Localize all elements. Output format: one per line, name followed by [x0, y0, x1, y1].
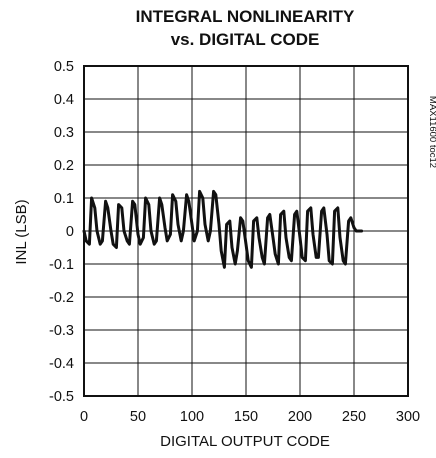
x-tick-label: 150	[234, 409, 258, 425]
y-tick-label: -0.3	[49, 323, 74, 339]
y-tick-label: -0.2	[49, 290, 74, 306]
x-tick-label: 250	[342, 409, 366, 425]
x-tick-label: 50	[130, 409, 146, 425]
series-group	[82, 189, 364, 269]
plot-frame	[83, 65, 409, 397]
x-axis-label: DIGITAL OUTPUT CODE	[160, 433, 330, 450]
x-tick-label: 300	[396, 409, 420, 425]
x-tick-label: 100	[180, 409, 204, 425]
y-tick-label: 0.3	[54, 125, 74, 141]
y-tick-label: -0.1	[49, 257, 74, 273]
y-tick-labels: 0.5 0.4 0.3 0.2 0.1 0 -0.1 -0.2 -0.3 -0.4 -0.5	[49, 59, 74, 405]
chart-title-line-1: INTEGRAL NONLINEARITY	[136, 7, 355, 26]
y-tick-label: 0.4	[54, 92, 74, 108]
y-tick-label: 0.1	[54, 191, 74, 207]
y-tick-label: -0.5	[49, 389, 74, 405]
y-axis-label: INL (LSB)	[13, 199, 30, 264]
x-tick-label: 200	[288, 409, 312, 425]
chart-title-line-2: vs. DIGITAL CODE	[171, 30, 320, 49]
y-tick-label: -0.4	[49, 356, 74, 372]
x-tick-labels: 0 50 100 150 200 250 300	[80, 409, 420, 425]
inl-series-line-0	[82, 189, 364, 269]
y-tick-label: 0.5	[54, 59, 74, 75]
figure-id-note: MAX11600 toc12	[427, 96, 436, 168]
x-tick-label: 0	[80, 409, 88, 425]
y-tick-label: 0	[66, 224, 74, 240]
y-tick-label: 0.2	[54, 158, 74, 174]
